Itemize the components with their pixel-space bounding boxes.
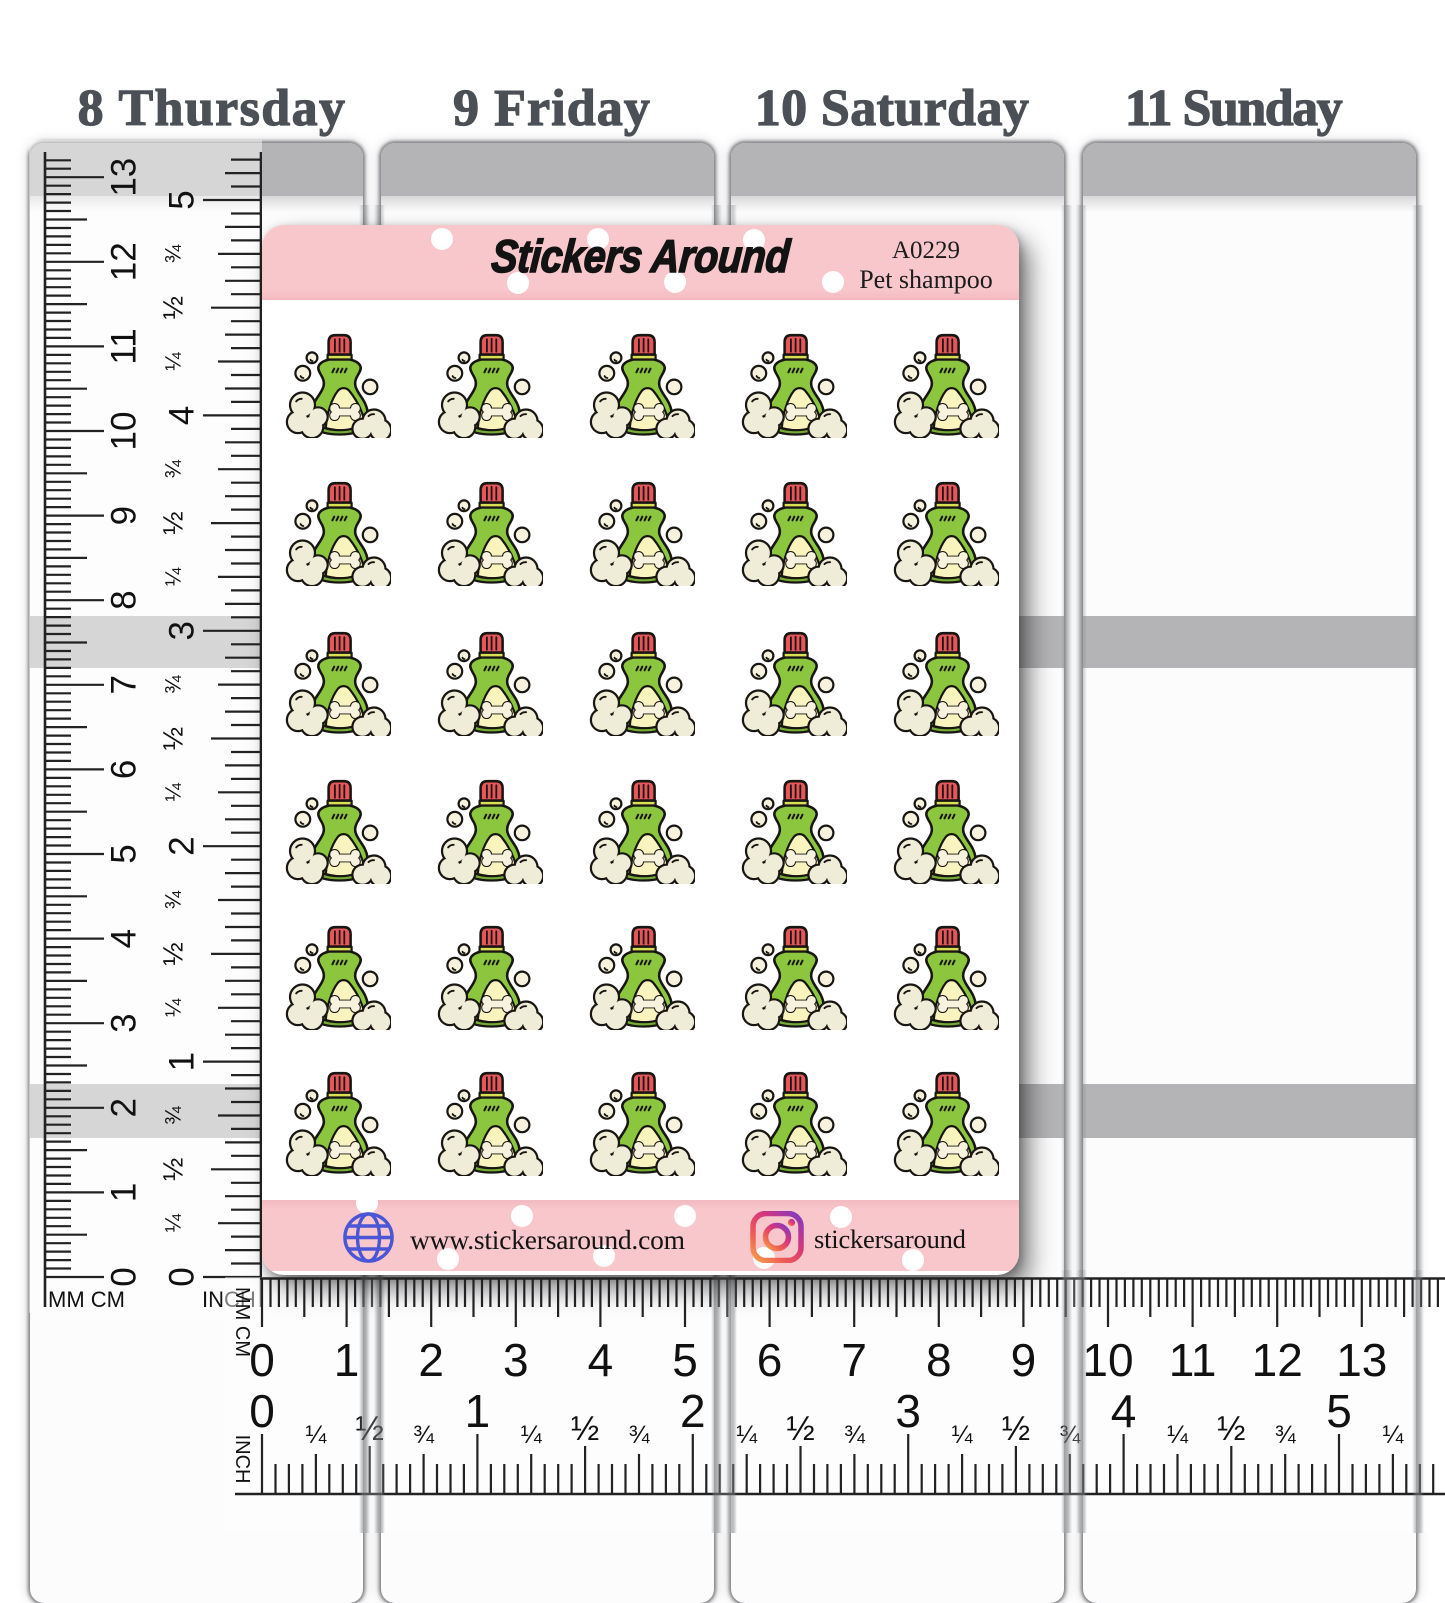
svg-text:MM CM: MM CM — [231, 1287, 253, 1357]
svg-text:¾: ¾ — [844, 1421, 866, 1449]
svg-text:10: 10 — [1082, 1334, 1133, 1386]
svg-text:MM CM: MM CM — [48, 1287, 125, 1312]
svg-text:2: 2 — [105, 1098, 144, 1117]
svg-text:¼: ¼ — [1382, 1421, 1404, 1449]
svg-text:¼: ¼ — [521, 1421, 543, 1449]
svg-text:8: 8 — [105, 590, 144, 609]
svg-text:2: 2 — [418, 1334, 444, 1386]
svg-text:1: 1 — [465, 1385, 491, 1437]
svg-text:½: ½ — [571, 1410, 599, 1448]
svg-text:12: 12 — [105, 242, 144, 281]
svg-text:11: 11 — [105, 328, 144, 364]
svg-text:¾: ¾ — [629, 1421, 651, 1449]
svg-text:3: 3 — [503, 1334, 529, 1386]
svg-text:4: 4 — [163, 406, 202, 425]
svg-text:¾: ¾ — [161, 675, 186, 694]
svg-text:¼: ¼ — [952, 1421, 974, 1449]
svg-text:6: 6 — [105, 760, 144, 779]
svg-text:¼: ¼ — [1167, 1421, 1189, 1449]
svg-text:8: 8 — [926, 1334, 952, 1386]
svg-text:¾: ¾ — [1275, 1421, 1297, 1449]
svg-text:¾: ¾ — [161, 1106, 186, 1125]
svg-text:1: 1 — [105, 1183, 144, 1202]
svg-text:3: 3 — [105, 1013, 144, 1032]
svg-text:¾: ¾ — [413, 1421, 435, 1449]
svg-text:0: 0 — [249, 1334, 275, 1386]
svg-text:¼: ¼ — [161, 352, 186, 371]
svg-text:INCH: INCH — [202, 1287, 256, 1312]
svg-text:¼: ¼ — [161, 1213, 186, 1232]
svg-text:3: 3 — [895, 1385, 921, 1437]
svg-text:½: ½ — [158, 511, 189, 534]
svg-text:2: 2 — [163, 836, 202, 855]
svg-text:0: 0 — [249, 1385, 275, 1437]
svg-text:½: ½ — [158, 942, 189, 965]
svg-text:5: 5 — [163, 190, 202, 209]
svg-text:13: 13 — [105, 158, 144, 197]
svg-text:½: ½ — [158, 1158, 189, 1181]
svg-text:INCH: INCH — [231, 1435, 253, 1484]
svg-text:3: 3 — [163, 621, 202, 640]
svg-text:2: 2 — [680, 1385, 706, 1437]
svg-text:4: 4 — [1111, 1385, 1137, 1437]
svg-text:¼: ¼ — [161, 782, 186, 801]
svg-text:¼: ¼ — [305, 1421, 327, 1449]
svg-text:7: 7 — [105, 675, 144, 694]
svg-text:¾: ¾ — [161, 890, 186, 909]
svg-text:4: 4 — [105, 929, 144, 948]
svg-text:½: ½ — [158, 296, 189, 319]
svg-text:¾: ¾ — [161, 244, 186, 263]
svg-text:5: 5 — [1326, 1385, 1352, 1437]
svg-text:½: ½ — [1217, 1410, 1245, 1448]
svg-text:7: 7 — [841, 1334, 867, 1386]
svg-text:¼: ¼ — [161, 998, 186, 1017]
svg-text:4: 4 — [588, 1334, 614, 1386]
svg-text:0: 0 — [163, 1267, 202, 1286]
svg-text:13: 13 — [1336, 1334, 1387, 1386]
svg-text:½: ½ — [1002, 1410, 1030, 1448]
svg-text:½: ½ — [158, 727, 189, 750]
svg-text:12: 12 — [1252, 1334, 1303, 1386]
svg-text:11: 11 — [1169, 1334, 1217, 1386]
svg-text:6: 6 — [757, 1334, 783, 1386]
svg-text:1: 1 — [334, 1334, 360, 1386]
svg-text:¼: ¼ — [161, 567, 186, 586]
svg-text:¼: ¼ — [736, 1421, 758, 1449]
svg-text:10: 10 — [105, 412, 144, 451]
svg-text:9: 9 — [1011, 1334, 1037, 1386]
svg-text:5: 5 — [672, 1334, 698, 1386]
svg-text:0: 0 — [105, 1267, 144, 1286]
svg-text:9: 9 — [105, 506, 144, 525]
svg-text:1: 1 — [163, 1052, 202, 1071]
svg-text:5: 5 — [105, 844, 144, 863]
svg-text:½: ½ — [786, 1410, 814, 1448]
svg-text:¾: ¾ — [161, 459, 186, 478]
